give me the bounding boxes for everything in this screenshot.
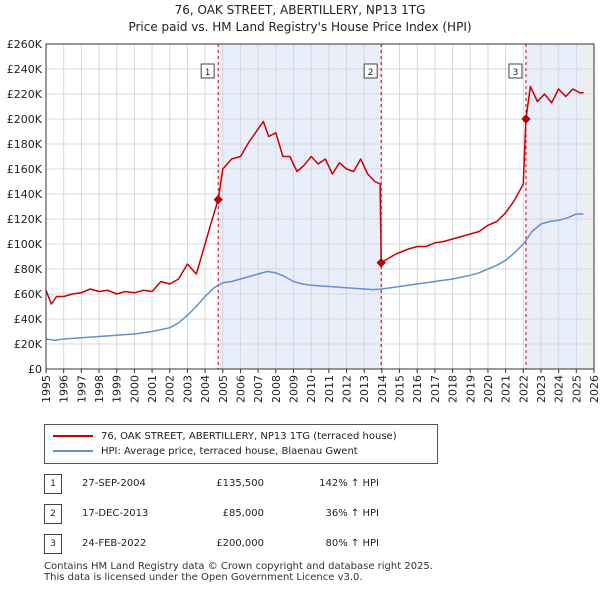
sale-marker-label: 3 — [513, 68, 519, 78]
x-tick-label: 2024 — [553, 375, 566, 403]
transaction-hpi-change: 142% ↑ HPI — [319, 478, 379, 489]
x-tick-label: 2015 — [394, 375, 407, 403]
shaded-regions — [218, 44, 594, 369]
property-price-line — [45, 85, 584, 305]
x-tick-label: 2017 — [429, 375, 442, 403]
transaction-price: £85,000 — [222, 508, 264, 519]
footer-attribution: Contains HM Land Registry data © Crown c… — [44, 561, 433, 583]
transaction-row: 2 17-DEC-2013 £85,000 36% ↑ HPI — [44, 504, 564, 524]
x-tick-label: 2010 — [305, 375, 318, 403]
x-tick-label: 1996 — [58, 375, 71, 403]
y-tick-label: £200K — [7, 113, 43, 126]
transaction-date: 17-DEC-2013 — [82, 508, 149, 519]
ownership-shade — [218, 44, 382, 369]
x-tick-label: 2019 — [464, 375, 477, 403]
x-tick-label: 2012 — [341, 375, 354, 403]
legend-item-hpi: HPI: Average price, terraced house, Blae… — [53, 445, 358, 459]
x-tick-label: 2003 — [181, 375, 194, 403]
transaction-row: 3 24-FEB-2022 £200,000 80% ↑ HPI — [44, 534, 564, 554]
x-tick-label: 2025 — [570, 375, 583, 403]
y-tick-label: £100K — [7, 238, 43, 251]
legend-swatch-property — [53, 435, 93, 437]
legend-swatch-hpi — [53, 450, 93, 452]
future-shade — [583, 44, 594, 369]
sale-markers: 1 2 3 — [200, 63, 523, 79]
axes — [45, 43, 595, 370]
y-tick-label: £80K — [14, 263, 43, 276]
x-tick-label: 2004 — [199, 375, 212, 403]
chart-title: 76, OAK STREET, ABERTILLERY, NP13 1TG Pr… — [0, 2, 600, 36]
transaction-number: 2 — [44, 504, 62, 524]
sale-points — [213, 114, 531, 268]
sale-marker-label: 2 — [368, 68, 374, 78]
legend: 76, OAK STREET, ABERTILLERY, NP13 1TG (t… — [44, 424, 438, 464]
transaction-number: 3 — [44, 534, 62, 554]
x-tick-label: 2020 — [482, 375, 495, 403]
x-tick-label: 2008 — [270, 375, 283, 403]
plot-frame — [45, 43, 595, 370]
chart-title-line1: 76, OAK STREET, ABERTILLERY, NP13 1TG — [174, 3, 426, 17]
y-tick-label: £240K — [7, 63, 43, 76]
y-tick-label: £160K — [7, 163, 43, 176]
x-tick-label: 2007 — [252, 375, 265, 403]
y-tick-label: £20K — [14, 338, 43, 351]
x-tick-labels: 1995 1996 1997 1998 1999 2000 2001 2002 2003 2004… — [40, 369, 600, 403]
sale-point — [376, 258, 386, 268]
transaction-price: £200,000 — [216, 538, 264, 549]
x-tick-label: 2000 — [128, 375, 141, 403]
gridlines — [45, 43, 595, 370]
sale-point — [213, 195, 223, 205]
y-tick-label: £220K — [7, 88, 43, 101]
x-tick-label: 2009 — [287, 375, 300, 403]
y-tick-label: £180K — [7, 138, 43, 151]
sale-marker-box — [200, 63, 215, 79]
x-tick-label: 2013 — [358, 375, 371, 403]
chart-title-line2: Price paid vs. HM Land Registry's House … — [128, 20, 472, 34]
x-tick-label: 1999 — [111, 375, 124, 403]
sale-point — [521, 114, 531, 124]
sale-marker-box — [363, 63, 378, 79]
y-tick-label: £0 — [28, 363, 42, 376]
y-tick-label: £260K — [7, 38, 43, 51]
legend-label-hpi: HPI: Average price, terraced house, Blae… — [101, 446, 358, 457]
transaction-hpi-change: 36% ↑ HPI — [325, 508, 379, 519]
transaction-hpi-change: 80% ↑ HPI — [325, 538, 379, 549]
x-tick-label: 2011 — [323, 375, 336, 403]
x-tick-label: 2026 — [588, 375, 600, 403]
x-tick-label: 2001 — [146, 375, 159, 403]
sale-marker-box — [508, 63, 523, 79]
y-tick-label: £40K — [14, 313, 43, 326]
y-tick-label: £60K — [14, 288, 43, 301]
series-lines — [45, 85, 584, 342]
sale-marker-label: 1 — [205, 68, 211, 78]
transaction-price: £135,500 — [216, 478, 264, 489]
x-tick-label: 1995 — [40, 375, 53, 403]
x-tick-label: 2002 — [164, 375, 177, 403]
transaction-date: 24-FEB-2022 — [82, 538, 147, 549]
footer-line2: This data is licensed under the Open Gov… — [44, 572, 363, 583]
x-tick-label: 2022 — [517, 375, 530, 403]
x-tick-label: 1998 — [93, 375, 106, 403]
x-tick-label: 2023 — [535, 375, 548, 403]
transaction-number: 1 — [44, 474, 62, 494]
y-tick-label: £140K — [7, 188, 43, 201]
y-tick-labels: £0 £20K £40K £60K £80K £100K £120K £140K £160K £1… — [7, 38, 43, 376]
price-chart: 1995 1996 1997 1998 1999 2000 2001 2002 2003 2004… — [7, 38, 600, 403]
legend-label-property: 76, OAK STREET, ABERTILLERY, NP13 1TG (t… — [101, 431, 397, 442]
transaction-row: 1 27-SEP-2004 £135,500 142% ↑ HPI — [44, 474, 564, 494]
x-tick-label: 2021 — [500, 375, 513, 403]
y-tick-label: £120K — [7, 213, 43, 226]
transaction-date: 27-SEP-2004 — [82, 478, 146, 489]
x-tick-label: 2014 — [376, 375, 389, 403]
footer-line1: Contains HM Land Registry data © Crown c… — [44, 561, 433, 572]
x-tick-label: 2018 — [447, 375, 460, 403]
hpi-line — [45, 213, 584, 342]
x-tick-label: 1997 — [75, 375, 88, 403]
ownership-shade — [525, 44, 584, 369]
legend-item-property: 76, OAK STREET, ABERTILLERY, NP13 1TG (t… — [53, 430, 397, 444]
x-tick-label: 2006 — [234, 375, 247, 403]
x-tick-label: 2016 — [411, 375, 424, 403]
x-tick-label: 2005 — [217, 375, 230, 403]
